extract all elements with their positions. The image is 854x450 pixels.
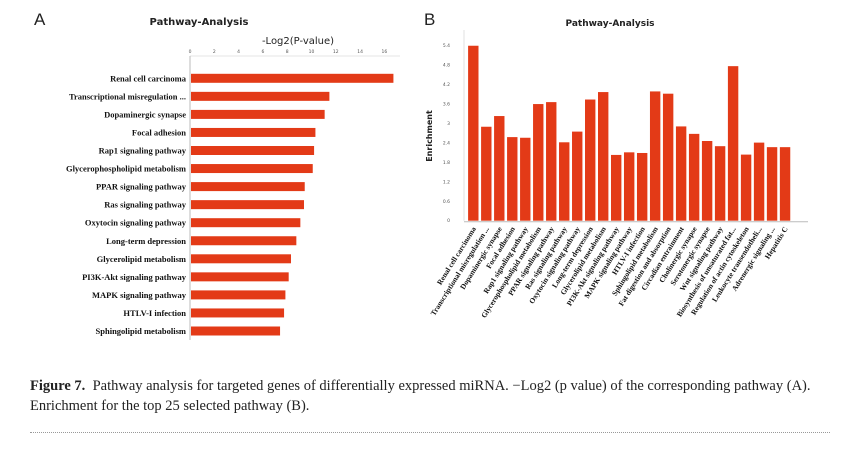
chart-b-bar (559, 142, 570, 221)
chart-b-bar (701, 140, 713, 221)
chart-a-category-label: PI3K-Akt signaling pathway (82, 272, 187, 282)
chart-b-bar (649, 91, 661, 221)
chart-a-bar (191, 73, 394, 83)
chart-b-ytick: 3.6 (443, 102, 450, 108)
chart-b-bar (766, 147, 778, 221)
chart-b-bar (468, 45, 479, 221)
chart-a-category-label: Focal adhesion (132, 127, 186, 137)
chart-b-ytick: 1.8 (443, 160, 450, 166)
chart-b-bar (494, 116, 505, 221)
divider (30, 432, 830, 433)
chart-a-category-label: Glycerophospholipid metabolism (66, 164, 186, 174)
chart-a-xtick: 14 (357, 49, 363, 55)
chart-b-bar (572, 131, 583, 221)
chart-b-title: Pathway-Analysis (565, 19, 654, 29)
chart-a-xtick: 16 (382, 49, 388, 55)
chart-b-bar (727, 66, 739, 221)
chart-a-category-label: MAPK signaling pathway (92, 290, 187, 300)
chart-b-ytick: 3 (447, 121, 450, 127)
chart-a-bar (191, 182, 305, 192)
chart-b-ytick: 2.4 (443, 140, 450, 146)
chart-a-category-label: PPAR signaling pathway (96, 182, 187, 192)
chart-a-xtick: 2 (213, 49, 216, 55)
chart-b-bar (598, 92, 609, 221)
chart-a-xtick: 10 (309, 49, 315, 55)
chart-a-category-label: Renal cell carcinoma (110, 73, 187, 83)
chart-a-xtick: 6 (261, 49, 264, 55)
chart-a-bar (191, 91, 330, 101)
panel-b-label: B (424, 10, 436, 29)
chart-b-category-label: Transcriptional misregulation ... (429, 225, 491, 317)
chart-b-ytick: 0 (447, 218, 450, 224)
chart-b-ytick: 4.2 (443, 82, 450, 88)
chart-a-category-label: Oxytocin signaling pathway (85, 218, 187, 228)
caption-label: Figure 7. (30, 378, 86, 394)
chart-a-xtick: 8 (286, 49, 289, 55)
chart-b-bar (481, 126, 492, 221)
chart-a-xtick: 4 (237, 49, 240, 55)
chart-a-bar (191, 236, 297, 246)
chart-a-title: Pathway-Analysis (150, 17, 249, 28)
chart-a-category-label: Glycerolipid metabolism (97, 254, 186, 264)
figure-caption: Figure 7. Pathway analysis for targeted … (30, 376, 830, 416)
chart-a-xtick: 12 (333, 49, 339, 55)
chart-a-bar (191, 127, 316, 137)
chart-b-ytick: 5.4 (443, 43, 450, 49)
chart-b-ytick: 1.2 (443, 179, 450, 185)
chart-a-category-label: Long-term depression (106, 236, 186, 246)
chart-a-category-label: HTLV-I infection (123, 308, 186, 318)
chart-b-bar (533, 104, 544, 221)
chart-b-bar (779, 147, 791, 221)
chart-a-category-label: Dopaminergic synapse (104, 109, 186, 119)
chart-a-category-label: Transcriptional misregulation ... (69, 91, 186, 101)
chart-b-bar (662, 93, 674, 221)
chart-a-bar (191, 146, 315, 155)
chart-b-bar (610, 154, 622, 221)
chart-a-bar (191, 200, 304, 210)
chart-b-bar (520, 137, 531, 221)
chart-a-category-label: Sphingolipid metabolism (96, 326, 186, 336)
chart-a-bar (191, 308, 285, 318)
chart-b-bar (675, 126, 687, 221)
chart-a-bar (191, 326, 281, 336)
chart-a-xlabel: -Log2(P-value) (262, 36, 334, 47)
chart-b-ylabel: Enrichment (425, 110, 434, 162)
chart-a-xtick: 0 (189, 49, 192, 55)
caption-text: Pathway analysis for targeted genes of d… (30, 378, 811, 414)
chart-b-bar (623, 152, 635, 221)
chart-b-bar (688, 133, 700, 221)
chart-b-bar (546, 102, 557, 221)
chart-a-bar (191, 290, 286, 300)
chart-a-bar (191, 254, 291, 264)
chart-b-bar (507, 137, 518, 221)
chart-b-bar (753, 142, 765, 221)
panel-a-label: A (34, 10, 46, 29)
chart-b-ytick: 0.6 (443, 199, 450, 205)
chart-b-bar (636, 152, 648, 221)
chart-b-ytick: 4.8 (443, 63, 450, 69)
chart-b-bar (714, 146, 726, 221)
chart-b-bar (585, 99, 596, 221)
chart-a-bar (191, 164, 313, 174)
chart-a-category-label: Ras signaling pathway (104, 200, 186, 210)
chart-b-bar (740, 154, 752, 221)
chart-a-category-label: Rap1 signaling pathway (99, 146, 187, 156)
chart-a-bar (191, 218, 301, 228)
chart-a-bar (191, 109, 325, 119)
chart-a-bar (191, 272, 289, 282)
